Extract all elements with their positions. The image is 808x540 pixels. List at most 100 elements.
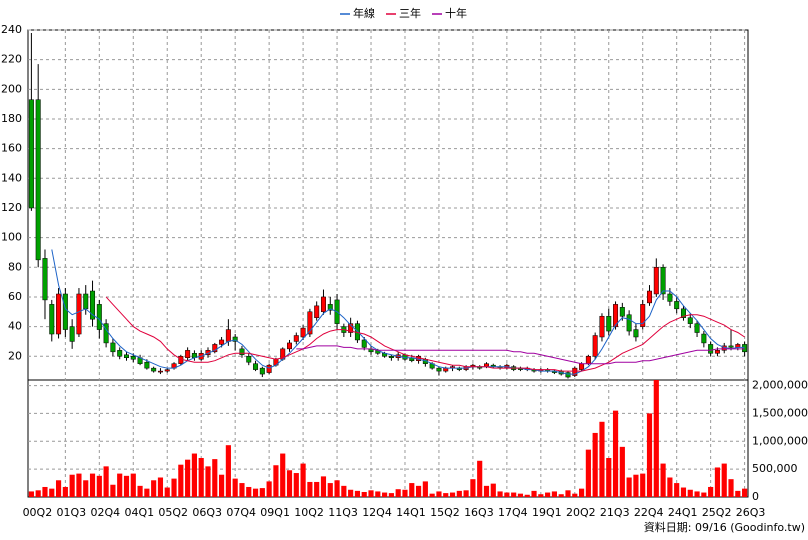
candle-body (83, 293, 89, 310)
volume-bar (456, 490, 462, 497)
x-tick-label: 10Q2 (294, 506, 324, 519)
volume-bar (273, 465, 279, 497)
volume-bar (246, 486, 252, 497)
volume-bar (633, 474, 639, 497)
x-tick-label: 24Q1 (668, 506, 698, 519)
volume-bar (483, 485, 490, 497)
volume-bar (130, 473, 136, 497)
candle-body (42, 258, 48, 301)
candle-body (436, 367, 442, 372)
volume-bar (436, 491, 442, 497)
legend-label: 十年 (445, 6, 467, 20)
volume-bar (171, 478, 177, 497)
y-tick-label: 100 (1, 231, 22, 244)
candle-body (633, 329, 639, 338)
candle-body (728, 345, 734, 348)
volume-bar (307, 481, 313, 497)
y-tick-label: 140 (1, 171, 22, 184)
volume-bar (259, 488, 265, 497)
candle-body (565, 372, 571, 378)
volume-bar (103, 466, 109, 497)
volume-bar (137, 485, 143, 497)
candle-body (348, 323, 354, 333)
volume-bar (212, 459, 218, 497)
volume-bar (422, 481, 428, 497)
candle-body (212, 344, 218, 353)
volume-bar (592, 432, 598, 497)
candle-body (56, 293, 62, 335)
volume-bar (687, 489, 693, 497)
volume-bar (531, 490, 537, 497)
volume-bar (579, 488, 585, 497)
volume-bar (225, 445, 231, 497)
candle-body (667, 293, 673, 302)
candle-body (307, 311, 313, 335)
candle-body (110, 342, 116, 353)
y-tick-label: 220 (1, 53, 22, 66)
candle-body (28, 99, 34, 209)
candle-body (35, 99, 41, 261)
candle-body (680, 308, 686, 318)
plot-frame (27, 29, 749, 498)
candle-body (314, 305, 320, 318)
candle-body (259, 367, 265, 375)
y2-tick-label: 2,000,000 (752, 379, 808, 392)
volume-bar (735, 490, 741, 497)
volume-bar (185, 459, 191, 497)
candle-body (151, 367, 157, 372)
x-tick-label: 15Q2 (430, 506, 460, 519)
volume-bar (123, 475, 130, 497)
candle-body (585, 356, 591, 364)
volume-bar (96, 475, 102, 497)
volume-bar (35, 490, 41, 497)
volume-bar (110, 484, 116, 497)
x-tick-label: 14Q1 (396, 506, 426, 519)
candle-body (327, 304, 333, 311)
candle-body (144, 361, 150, 369)
volume-bar (565, 490, 571, 497)
volume-bar (151, 480, 157, 497)
volume-bar (76, 473, 82, 497)
volume-bar (341, 485, 347, 497)
ma-line (105, 296, 745, 372)
volume-bar (409, 483, 415, 497)
candle-body (157, 370, 163, 373)
volume-bar (606, 458, 612, 497)
volume-bar (178, 464, 184, 497)
volume-bar (415, 485, 422, 497)
volume-bar (361, 491, 367, 497)
volume-bar (660, 463, 666, 497)
y2-tick-label: 1,500,000 (752, 406, 808, 419)
candle-body (130, 356, 136, 360)
volume-bar (667, 477, 673, 497)
volume-bar (198, 458, 204, 497)
volume-bar (83, 480, 89, 497)
x-tick-label: 04Q1 (124, 506, 154, 519)
volume-bar (558, 494, 564, 497)
volume-bar (572, 493, 578, 497)
y-tick-label: 20 (8, 349, 22, 362)
candle-body (90, 290, 96, 320)
x-tick-label: 12Q4 (362, 506, 392, 519)
volume-bar (334, 480, 340, 497)
volume-bar (117, 473, 123, 497)
candle-body (239, 348, 245, 356)
candle-body (293, 335, 299, 342)
candle-body (164, 369, 170, 372)
x-tick-label: 06Q3 (192, 506, 222, 519)
candle-body (572, 367, 578, 376)
x-tick-label: 05Q2 (158, 506, 188, 519)
volume-bar (219, 474, 225, 497)
y-tick-label: 200 (1, 82, 22, 95)
volume-bar (28, 491, 34, 497)
candle-body (246, 356, 252, 363)
volume-bar (375, 491, 381, 497)
volume-bar (62, 486, 68, 497)
legend-label: 年線 (353, 6, 375, 20)
volume-bar (429, 493, 435, 497)
x-tick-label: 01Q3 (57, 506, 87, 519)
y2-tick-label: 500,000 (752, 462, 798, 475)
y2-tick-label: 0 (752, 490, 759, 503)
y2-tick-label: 1,000,000 (752, 434, 808, 447)
